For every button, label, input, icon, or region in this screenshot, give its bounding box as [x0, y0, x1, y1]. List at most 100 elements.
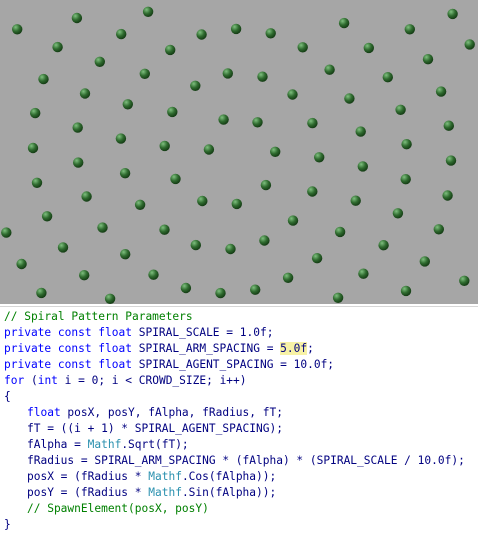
agent-sphere — [104, 293, 116, 304]
agent-sphere — [400, 285, 412, 297]
code-line-posy: posY = (fRadius * Mathf.Sin(fAlpha)); — [27, 486, 277, 499]
code-line-fradius: fRadius = SPIRAL_ARM_SPACING * (fAlpha) … — [27, 454, 465, 467]
agent-sphere — [307, 117, 318, 129]
agent-sphere — [38, 73, 49, 85]
agent-sphere — [27, 142, 39, 154]
code-line-open-brace: { — [4, 390, 11, 403]
agent-sphere — [442, 190, 453, 201]
agent-sphere — [433, 224, 444, 235]
agent-sphere — [378, 240, 389, 251]
agent-sphere — [73, 157, 84, 168]
agent-sphere — [350, 195, 361, 206]
agent-sphere — [231, 198, 242, 210]
code-line-close-brace: } — [4, 518, 11, 531]
code-panel: // Spiral Pattern Parameters private con… — [0, 306, 478, 532]
agent-sphere — [358, 268, 369, 279]
agent-sphere — [259, 235, 270, 246]
simulation-viewport — [0, 0, 478, 304]
agent-sphere — [190, 80, 201, 92]
agent-sphere — [115, 133, 127, 144]
agent-sphere — [57, 242, 69, 253]
agent-sphere — [257, 71, 268, 82]
agent-sphere — [16, 258, 27, 270]
agent-sphere — [218, 114, 229, 125]
agent-sphere — [435, 86, 447, 97]
spiral-agents — [1, 6, 475, 304]
agent-sphere — [72, 122, 83, 133]
agent-sphere — [120, 249, 131, 260]
agent-sphere — [71, 12, 83, 24]
code-comment-header: // Spiral Pattern Parameters — [4, 310, 193, 323]
agent-sphere — [170, 173, 181, 185]
agent-sphere — [222, 68, 233, 79]
agent-sphere — [215, 287, 226, 299]
agent-sphere — [464, 39, 475, 50]
agent-sphere — [81, 191, 92, 202]
agent-sphere — [401, 139, 412, 150]
agent-sphere — [445, 155, 457, 166]
agent-sphere — [197, 195, 208, 207]
agent-sphere — [287, 89, 298, 100]
code-line-spiral-scale: private const float SPIRAL_SCALE = 1.0f; — [4, 326, 274, 339]
agent-sphere — [159, 140, 170, 152]
agent-sphere — [307, 186, 318, 197]
agent-sphere — [422, 54, 434, 65]
agent-sphere — [260, 179, 272, 191]
agent-sphere — [338, 17, 350, 29]
agent-sphere — [265, 28, 276, 39]
code-line-falpha: fAlpha = Mathf.Sqrt(fT); — [27, 438, 189, 451]
agent-sphere — [203, 144, 215, 155]
agent-sphere — [180, 282, 192, 294]
agent-sphere — [1, 227, 12, 238]
agent-sphere — [447, 8, 458, 20]
agent-sphere — [31, 177, 43, 188]
agent-sphere — [297, 42, 308, 53]
agent-sphere — [314, 152, 325, 163]
agent-sphere — [395, 104, 406, 116]
agent-sphere — [225, 243, 236, 255]
agent-sphere — [404, 24, 415, 35]
agent-sphere — [159, 224, 170, 235]
agent-sphere — [252, 117, 263, 128]
agent-sphere — [357, 161, 368, 172]
code-line-ft: fT = ((i + 1) * SPIRAL_AGENT_SPACING); — [27, 422, 283, 435]
agent-sphere — [400, 174, 411, 185]
agent-sphere — [443, 120, 454, 131]
agent-sphere — [139, 68, 150, 80]
agent-sphere — [12, 24, 23, 35]
agent-sphere — [167, 106, 178, 118]
agent-sphere — [79, 88, 91, 99]
agent-sphere — [334, 226, 346, 238]
code-comment-spawn: // SpawnElement(posX, posY) — [27, 502, 209, 515]
agent-sphere — [382, 72, 393, 83]
agent-sphere — [344, 93, 355, 104]
agent-sphere — [30, 107, 41, 119]
agent-sphere — [332, 292, 344, 303]
code-line-arm-spacing: private const float SPIRAL_ARM_SPACING =… — [4, 342, 314, 355]
agent-sphere — [270, 146, 281, 157]
agent-sphere — [148, 269, 159, 280]
agent-sphere — [119, 168, 131, 179]
agent-sphere — [324, 64, 335, 75]
agent-sphere — [196, 29, 207, 40]
agent-sphere — [134, 199, 146, 210]
agent-sphere — [363, 42, 374, 54]
agent-sphere — [250, 284, 261, 295]
code-line-agent-spacing: private const float SPIRAL_AGENT_SPACING… — [4, 358, 335, 371]
agent-sphere — [94, 56, 106, 67]
agent-sphere — [282, 272, 294, 283]
highlighted-value: 5.0f — [280, 342, 308, 355]
agent-sphere — [79, 270, 90, 281]
agent-sphere — [190, 239, 201, 251]
agent-sphere — [287, 215, 299, 226]
agent-sphere — [459, 275, 470, 286]
agent-sphere — [41, 211, 53, 222]
agent-sphere — [355, 126, 366, 137]
agent-sphere — [419, 256, 430, 267]
agent-sphere — [52, 41, 63, 53]
code-line-declare: float posX, posY, fAlpha, fRadius, fT; — [27, 406, 283, 419]
agent-sphere — [116, 28, 127, 40]
agent-sphere — [36, 287, 47, 299]
agent-sphere — [392, 208, 404, 219]
agent-sphere — [230, 23, 242, 35]
